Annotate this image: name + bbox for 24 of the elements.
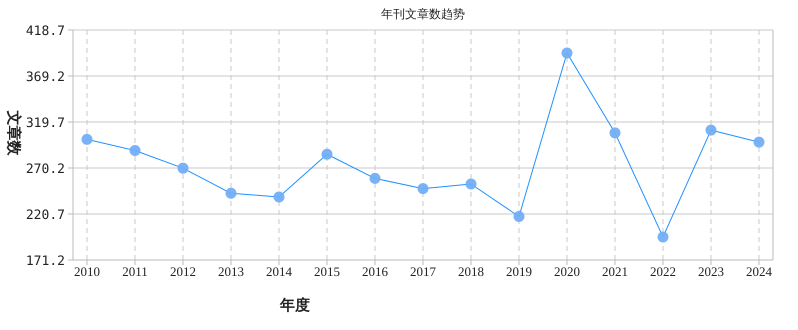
y-tick-label: 270.2: [26, 162, 65, 177]
x-tick-label: 2016: [362, 264, 388, 279]
x-tick-label: 2010: [74, 264, 100, 279]
x-tick-label: 2011: [122, 264, 148, 279]
y-tick-label: 369.2: [26, 70, 65, 85]
x-tick-label: 2020: [554, 264, 580, 279]
y-tick-label: 220.7: [26, 208, 65, 223]
x-tick-label: 2019: [506, 264, 532, 279]
x-tick-label: 2021: [602, 264, 628, 279]
x-tick-label: 2022: [650, 264, 676, 279]
x-tick-label: 2012: [170, 264, 196, 279]
x-tick-label: 2014: [266, 264, 292, 279]
x-tick-label: 2024: [746, 264, 772, 279]
y-tick-label: 319.7: [26, 116, 65, 131]
y-tick-label: 418.7: [26, 24, 65, 39]
x-axis-title: 年度: [279, 296, 310, 314]
x-tick-label: 2018: [458, 264, 484, 279]
y-tick-label: 171.2: [26, 254, 65, 269]
x-tick-label: 2023: [698, 264, 724, 279]
y-axis-title: 文章数: [5, 110, 23, 156]
x-tick-label: 2017: [410, 264, 436, 279]
x-tick-label: 2015: [314, 264, 340, 279]
x-tick-label: 2013: [218, 264, 244, 279]
chart-title: 年刊文章数趋势: [381, 7, 465, 21]
